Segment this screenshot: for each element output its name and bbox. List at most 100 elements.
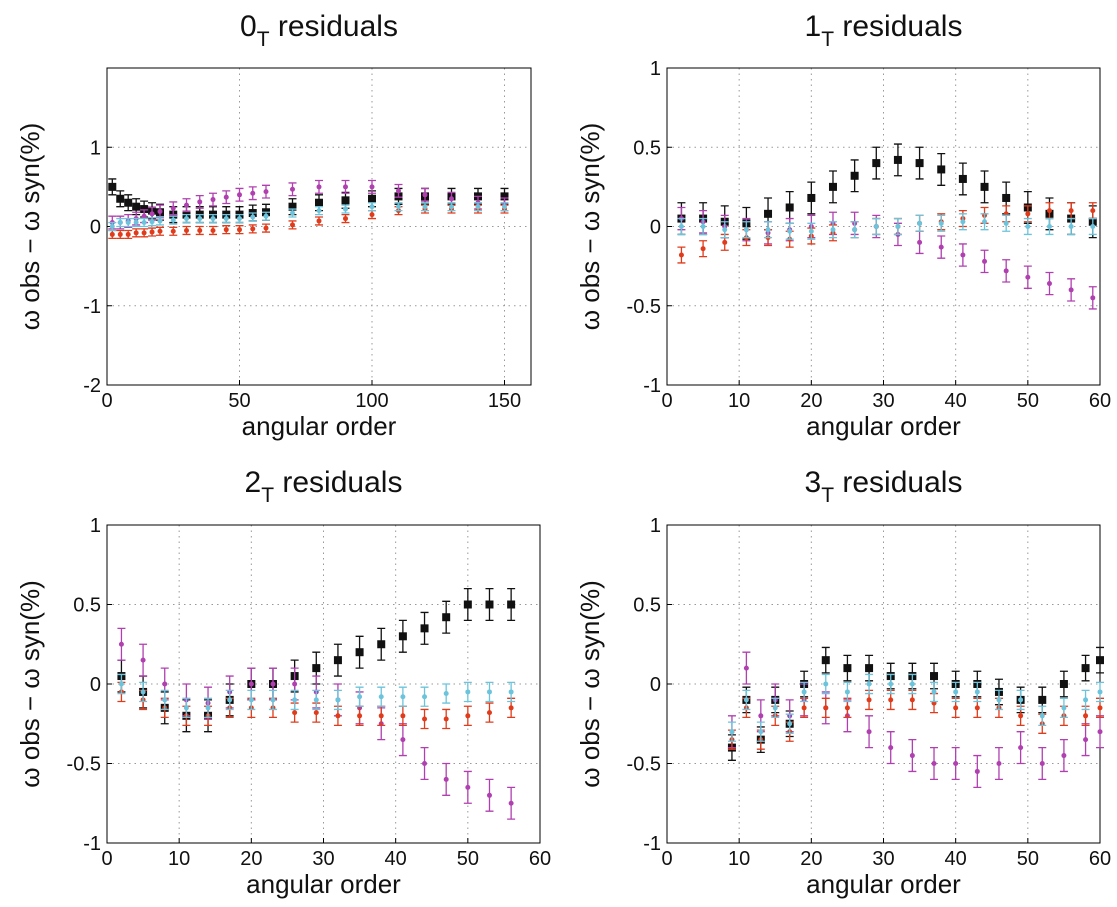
data-point xyxy=(722,239,728,245)
title-part: T xyxy=(821,484,834,507)
data-point xyxy=(133,220,139,226)
data-point xyxy=(422,204,428,210)
data-point xyxy=(1090,295,1096,301)
data-point xyxy=(357,713,363,719)
y-tick-label: 0.5 xyxy=(73,595,101,617)
data-point xyxy=(678,224,684,229)
data-point xyxy=(290,222,295,228)
data-point xyxy=(465,689,471,695)
y-tick-label: 0 xyxy=(90,217,101,239)
data-point xyxy=(938,244,944,250)
data-point xyxy=(443,691,449,697)
data-point xyxy=(263,213,269,219)
data-point xyxy=(449,204,454,210)
x-tick-label: 0 xyxy=(661,848,672,870)
data-point xyxy=(758,713,764,719)
data-point xyxy=(422,761,428,766)
data-point xyxy=(343,216,348,222)
data-point xyxy=(210,216,216,222)
data-point xyxy=(743,665,749,671)
data-point xyxy=(785,203,794,212)
data-point xyxy=(909,681,915,687)
data-point xyxy=(1068,287,1074,293)
data-point xyxy=(758,729,764,735)
data-point xyxy=(873,224,879,229)
data-point xyxy=(823,681,829,687)
data-point xyxy=(369,212,375,218)
x-tick-label: 60 xyxy=(1089,848,1111,870)
data-point xyxy=(133,230,139,236)
data-point xyxy=(132,202,141,211)
y-tick-label: -0.5 xyxy=(627,754,661,776)
x-tick-label: 30 xyxy=(872,390,894,412)
data-point xyxy=(909,697,915,703)
data-point xyxy=(396,188,401,194)
data-point xyxy=(1002,193,1011,202)
data-point xyxy=(149,211,155,217)
y-axis-label: ω obs − ω syn(%) xyxy=(15,580,45,788)
data-point xyxy=(463,600,472,609)
y-tick-label: 0 xyxy=(650,674,661,696)
data-point xyxy=(508,800,514,806)
data-point xyxy=(250,214,256,220)
y-axis-label: ω obs − ω syn(%) xyxy=(575,580,605,788)
x-tick-label: 60 xyxy=(529,848,551,870)
data-point xyxy=(960,252,966,258)
data-point xyxy=(162,681,168,687)
data-point xyxy=(486,792,492,798)
data-point xyxy=(1083,737,1089,743)
data-point xyxy=(917,239,923,245)
data-point xyxy=(250,190,256,196)
y-tick-label: -2 xyxy=(83,375,101,397)
data-point xyxy=(396,204,401,210)
data-point xyxy=(917,220,923,226)
data-point xyxy=(801,705,807,711)
data-point xyxy=(248,681,254,687)
data-point xyxy=(743,227,749,233)
data-point xyxy=(850,171,859,180)
data-point xyxy=(223,227,229,233)
data-point xyxy=(865,664,874,673)
data-point xyxy=(117,220,123,226)
data-point xyxy=(109,224,115,229)
data-point xyxy=(400,737,406,743)
data-point xyxy=(343,184,348,190)
data-point xyxy=(830,227,836,233)
data-point xyxy=(197,227,203,233)
data-point xyxy=(316,218,322,224)
data-point xyxy=(982,219,988,225)
data-point xyxy=(1096,656,1104,665)
data-point xyxy=(400,713,406,719)
data-point xyxy=(341,196,350,205)
y-tick-label: 0.5 xyxy=(633,595,661,617)
data-point xyxy=(1083,713,1089,719)
data-point xyxy=(316,208,322,214)
data-point xyxy=(1097,689,1103,695)
data-point xyxy=(125,231,131,237)
data-point xyxy=(938,220,944,226)
data-point xyxy=(475,204,481,210)
data-point xyxy=(118,681,124,687)
data-point xyxy=(369,184,375,190)
x-tick-label: 20 xyxy=(800,390,822,412)
data-point xyxy=(1068,224,1074,229)
y-tick-label: 1 xyxy=(650,58,661,80)
data-point xyxy=(844,705,850,711)
data-point xyxy=(1039,713,1045,719)
data-point xyxy=(333,656,342,665)
x-tick-label: 30 xyxy=(872,848,894,870)
data-point xyxy=(290,210,295,216)
data-point xyxy=(821,656,830,665)
data-point xyxy=(248,697,254,703)
data-point xyxy=(422,716,428,722)
data-point xyxy=(292,697,298,703)
data-point xyxy=(125,220,131,226)
data-point xyxy=(743,697,749,703)
data-point xyxy=(357,694,363,700)
x-axis-label: angular order xyxy=(806,411,961,441)
data-point xyxy=(765,227,771,233)
data-point xyxy=(184,227,189,233)
data-point xyxy=(313,710,319,716)
data-point xyxy=(335,697,341,703)
data-point xyxy=(223,194,229,200)
